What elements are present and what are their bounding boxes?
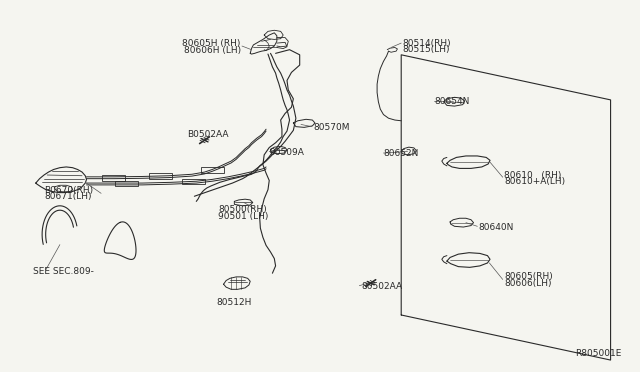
Text: 80640N: 80640N — [479, 222, 514, 231]
Text: 80515(LH): 80515(LH) — [403, 45, 450, 54]
Bar — [102, 174, 125, 180]
Text: 80512H: 80512H — [217, 298, 252, 307]
Text: 80570M: 80570M — [314, 123, 350, 132]
Text: 80610+A(LH): 80610+A(LH) — [504, 177, 565, 186]
Text: 80610   (RH): 80610 (RH) — [504, 170, 561, 180]
Text: 80652N: 80652N — [383, 149, 419, 158]
Text: 80606H (LH): 80606H (LH) — [184, 46, 241, 55]
Text: 80654N: 80654N — [434, 97, 470, 106]
Text: R805001E: R805001E — [575, 349, 621, 358]
Text: SEE SEC.809-: SEE SEC.809- — [33, 266, 94, 276]
Text: 80500(RH): 80500(RH) — [218, 205, 268, 214]
Text: 90501 (LH): 90501 (LH) — [218, 212, 269, 221]
Text: 80606(LH): 80606(LH) — [504, 279, 552, 288]
Text: 80605H (RH): 80605H (RH) — [182, 39, 241, 48]
Text: 90509A: 90509A — [269, 148, 304, 157]
Bar — [182, 179, 205, 184]
Text: 80514(RH): 80514(RH) — [403, 39, 451, 48]
Text: B0502AA: B0502AA — [187, 130, 228, 139]
Text: B0670(RH): B0670(RH) — [44, 186, 93, 195]
Bar — [148, 173, 172, 179]
Text: 80502AA: 80502AA — [361, 282, 403, 291]
Bar — [115, 181, 138, 186]
Text: 80671(LH): 80671(LH) — [44, 192, 92, 202]
Text: 80605(RH): 80605(RH) — [504, 272, 553, 281]
Bar — [201, 167, 223, 173]
